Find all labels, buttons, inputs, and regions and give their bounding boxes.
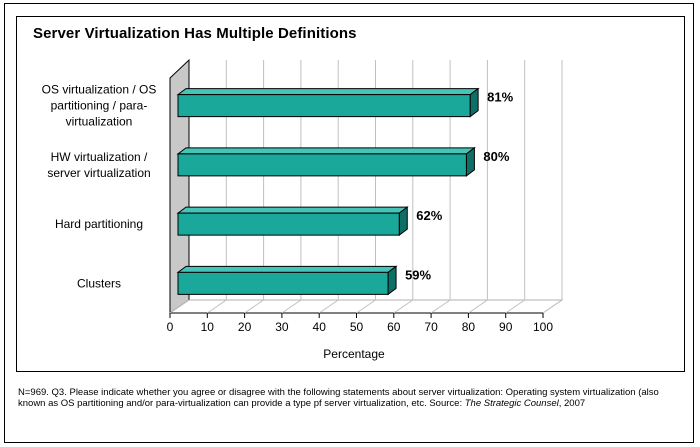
data-label: 80% [483,149,509,164]
gridline-floor [281,299,302,314]
gridline-floor [505,299,525,314]
bar [177,271,389,295]
x-tick-label: 40 [313,320,327,334]
figure-frame [4,3,694,443]
footnote: N=969. Q3. Please indicate whether you a… [18,387,683,410]
bars [176,87,480,296]
x-tick-label: 70 [424,320,438,334]
bar-top [176,206,409,214]
category-label: server virtualization [47,166,150,180]
gridline-floor [430,299,451,314]
category-label: HW virtualization / [51,150,148,164]
chart-title: Server Virtualization Has Multiple Defin… [33,25,357,42]
data-label: 59% [405,267,431,282]
gridline-floor [169,299,190,314]
gridline-floor [468,299,488,314]
category-label: virtualization [66,115,133,129]
bar-top [176,147,476,155]
footnote-year: , 2007 [558,398,586,410]
x-axis-label: Percentage [323,347,385,361]
data-label: 62% [416,208,442,223]
x-tick-label: 0 [167,320,174,334]
bar [177,94,471,118]
gridline-floor [356,299,376,314]
x-tick-label: 90 [499,320,513,334]
gridline-floor [244,299,264,314]
x-tick-label: 10 [201,320,215,334]
bar-top [176,88,480,96]
gridline-floor [318,299,339,314]
x-tick-label: 100 [533,320,553,334]
data-labels: 81% 80% 62% 59% [405,90,514,283]
x-tick-label: 80 [462,320,476,334]
x-tick-labels: 0 10 20 30 40 50 60 70 80 90 100 [167,320,554,334]
x-tick-label: 60 [387,320,401,334]
gridline-floor [207,299,227,314]
footnote-text: N=969. Q3. Please indicate whether you a… [18,387,659,410]
category-label: Clusters [77,276,121,290]
footnote-source: The Strategic Counsel [464,398,559,410]
bar [177,212,400,236]
category-labels: OS virtualization / OS partitioning / par… [42,83,157,291]
x-tick-label: 30 [275,320,289,334]
chart-box [16,16,685,372]
category-label: partitioning / para- [51,99,148,113]
bar-top [176,265,398,273]
data-label: 81% [487,90,513,105]
x-tick-label: 50 [350,320,364,334]
category-label: Hard partitioning [55,217,143,231]
category-label: OS virtualization / OS [42,83,157,97]
x-tick-label: 20 [238,320,252,334]
gridline-floor [542,299,563,314]
gridline-floor [393,299,414,314]
bar [177,153,467,177]
